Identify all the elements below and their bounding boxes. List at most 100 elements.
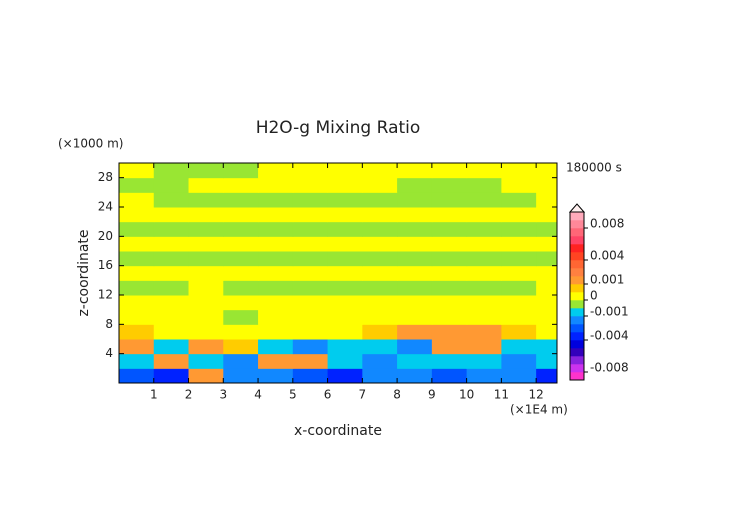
colorbar-tick-label: 0.001 — [590, 273, 624, 287]
heat-cell — [397, 251, 433, 267]
heat-cell — [153, 221, 190, 237]
heat-cell — [292, 192, 329, 208]
heat-cell — [327, 192, 363, 208]
heat-cell — [327, 163, 363, 179]
heat-cell — [188, 221, 224, 237]
heat-cell — [501, 339, 537, 355]
heat-cell — [223, 295, 259, 311]
heat-cell — [536, 280, 558, 296]
colorbar-arrow — [568, 203, 586, 213]
y-tick-label: 4 — [105, 346, 113, 360]
heat-cell — [327, 368, 363, 384]
colorbar-tick-label: 0 — [590, 289, 598, 303]
heat-cell — [431, 177, 468, 193]
colorbar-segment — [570, 212, 584, 221]
colorbar-segment — [570, 276, 584, 285]
heat-cell — [327, 265, 363, 281]
x-tick-label: 2 — [185, 388, 193, 402]
y-axis-label: z-coordinate — [76, 229, 92, 316]
colorbar-tick-label: -0.008 — [590, 361, 629, 375]
colorbar-segment — [570, 356, 584, 365]
heat-cell — [223, 309, 259, 325]
colorbar-segment — [570, 324, 584, 333]
y-tick-label: 8 — [105, 317, 113, 331]
heat-cell — [466, 163, 502, 179]
colorbar-segment — [570, 252, 584, 261]
heat-cell — [466, 339, 502, 355]
colorbar-tick-label: 0.004 — [590, 249, 624, 263]
heat-cell — [466, 280, 502, 296]
heat-cell — [292, 236, 329, 252]
y-tick-label: 12 — [98, 288, 113, 302]
heat-cell — [258, 309, 294, 325]
heat-cell — [466, 177, 502, 193]
heat-cell — [431, 368, 468, 384]
heat-cell — [536, 324, 558, 340]
heat-cell — [501, 221, 537, 237]
heat-cell — [327, 280, 363, 296]
heat-cell — [431, 280, 468, 296]
heat-cell — [188, 207, 224, 223]
x-tick-label: 12 — [529, 388, 544, 402]
heat-cell — [292, 177, 329, 193]
heat-cell — [536, 339, 558, 355]
heat-cell — [258, 295, 294, 311]
colorbar-segment — [570, 228, 584, 237]
heat-cell — [292, 339, 329, 355]
heat-cell — [188, 236, 224, 252]
y-tick-label: 20 — [98, 229, 113, 243]
heat-cell — [431, 353, 468, 369]
heat-cell — [536, 368, 558, 384]
heat-cell — [501, 309, 537, 325]
heat-cell — [119, 251, 155, 267]
heat-cell — [327, 251, 363, 267]
heat-cell — [466, 309, 502, 325]
heat-cell — [258, 207, 294, 223]
heat-cell — [501, 251, 537, 267]
heat-cell — [397, 353, 433, 369]
heat-cell — [119, 177, 155, 193]
heat-cell — [153, 339, 190, 355]
heat-cell — [258, 339, 294, 355]
x-tick-label: 8 — [393, 388, 401, 402]
heat-cell — [153, 251, 190, 267]
heat-cell — [223, 163, 259, 179]
heat-cell — [292, 207, 329, 223]
heat-cell — [223, 368, 259, 384]
heat-cell — [536, 309, 558, 325]
heat-cell — [188, 265, 224, 281]
x-axis-label: x-coordinate — [294, 423, 382, 439]
heat-cell — [119, 324, 155, 340]
heat-cell — [536, 207, 558, 223]
heat-cell — [501, 236, 537, 252]
heat-cell — [223, 207, 259, 223]
heat-cell — [431, 192, 468, 208]
heat-cell — [258, 236, 294, 252]
heat-cell — [397, 207, 433, 223]
heat-cell — [292, 324, 329, 340]
heat-cell — [292, 280, 329, 296]
heat-cell — [292, 368, 329, 384]
x-tick-label: 10 — [459, 388, 474, 402]
heat-cell — [501, 295, 537, 311]
heat-cell — [153, 192, 190, 208]
heat-cell — [501, 280, 537, 296]
heat-cell — [188, 324, 224, 340]
heat-cell — [501, 353, 537, 369]
heat-cell — [327, 207, 363, 223]
heat-cell — [292, 309, 329, 325]
colorbar-segment — [570, 260, 584, 269]
heat-cell — [258, 324, 294, 340]
heat-cell — [362, 324, 398, 340]
colorbar-tick-label: 0.008 — [590, 217, 624, 231]
colorbar-segment — [570, 236, 584, 245]
heat-cell — [223, 221, 259, 237]
heat-cell — [258, 221, 294, 237]
colorbar-segment — [570, 284, 584, 293]
heat-cell — [501, 324, 537, 340]
heat-cell — [327, 236, 363, 252]
heat-cell — [119, 207, 155, 223]
colorbar-segment — [570, 340, 584, 349]
heat-cell — [536, 221, 558, 237]
heat-cell — [501, 163, 537, 179]
